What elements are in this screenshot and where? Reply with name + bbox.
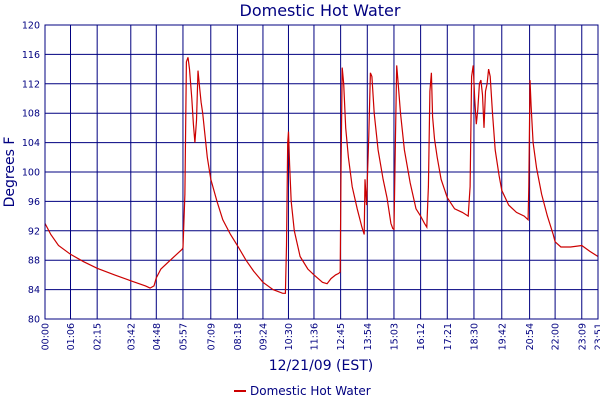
y-tick-label: 120 [22,21,40,32]
x-tick-label: 17:21 [443,323,454,350]
x-tick-label: 02:15 [93,323,104,350]
y-axis-ticks: 80 84 88 92 96 100 104 108 112 116 120 [22,21,40,326]
x-tick-label: 18:30 [469,323,480,350]
x-tick-label: 11:36 [309,323,320,350]
x-tick-label: 01:06 [66,323,77,350]
x-tick-label: 23:51 [594,323,600,350]
x-tick-label: 03:42 [126,323,137,350]
x-tick-label: 16:12 [416,323,427,350]
y-tick-label: 92 [28,226,40,237]
y-tick-label: 84 [28,285,40,296]
y-tick-label: 88 [28,256,40,267]
x-tick-label: 08:18 [233,323,244,350]
x-tick-label: 20:54 [525,323,536,350]
y-tick-label: 112 [22,79,40,90]
x-axis-ticks: 00:00 01:06 02:15 03:42 04:48 05:57 07:09 08:18… [41,323,600,350]
legend: Domestic Hot Water [234,384,371,398]
y-tick-label: 80 [28,315,40,326]
y-tick-label: 116 [22,50,40,61]
y-tick-label: 104 [22,138,40,149]
x-tick-label: 13:54 [363,323,374,350]
x-tick-label: 19:42 [497,323,508,350]
x-tick-label: 10:30 [284,323,295,350]
x-tick-label: 23:09 [577,323,588,350]
chart-title: Domestic Hot Water [240,1,401,20]
y-tick-label: 96 [28,197,40,208]
plot-border [44,24,599,320]
x-axis-label: 12/21/09 (EST) [269,358,374,374]
legend-label: Domestic Hot Water [250,384,371,398]
y-tick-label: 100 [22,168,40,179]
x-tick-label: 22:00 [551,323,562,350]
horizontal-grid [45,24,598,320]
y-axis-label: Degrees F [2,137,18,208]
x-tick-label: 05:57 [178,323,189,350]
x-tick-label: 00:00 [41,323,52,350]
series-line-domestic-hot-water [44,57,599,294]
x-tick-label: 15:03 [389,323,400,350]
x-tick-label: 07:09 [206,323,217,350]
x-tick-label: 09:24 [258,323,269,350]
y-tick-label: 108 [22,109,40,120]
x-tick-label: 04:48 [152,323,163,350]
x-tick-label: 12:45 [336,323,347,350]
